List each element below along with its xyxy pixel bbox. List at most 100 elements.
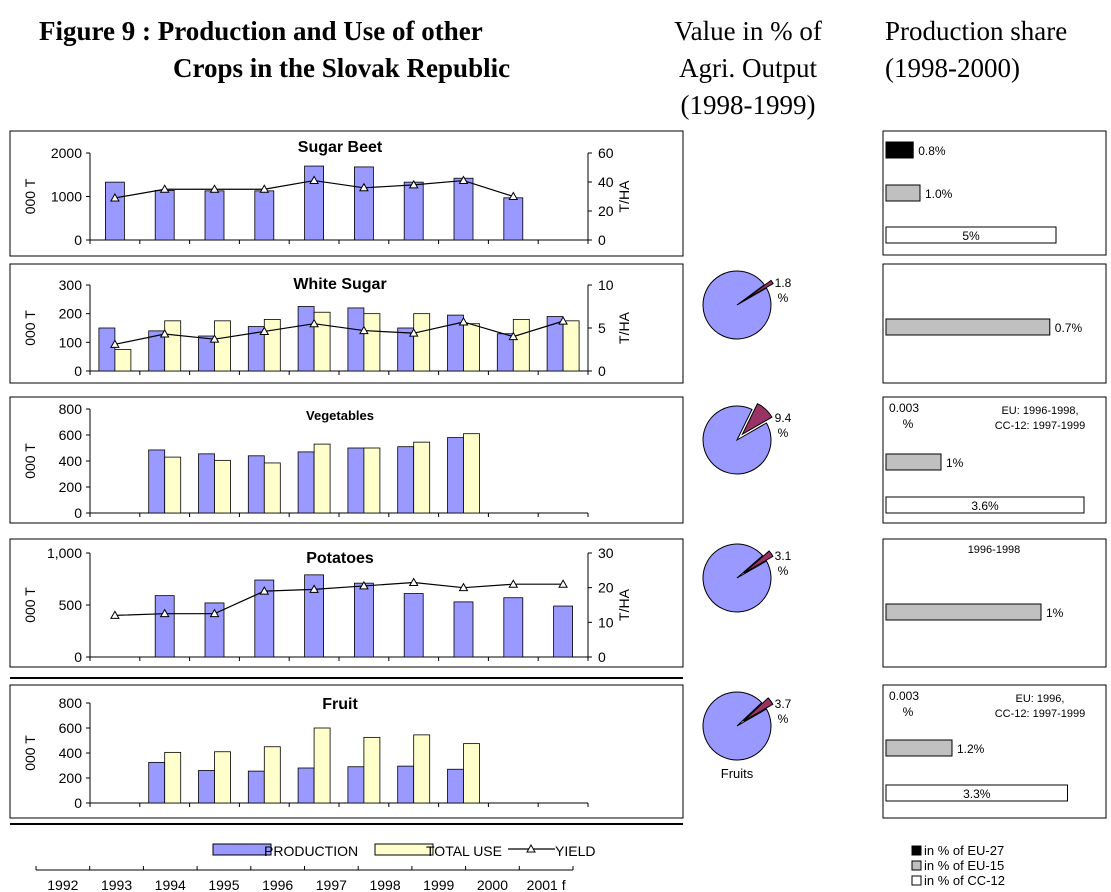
total-use-bar [263, 462, 281, 514]
share-small-unit: % [903, 705, 914, 719]
total-use-bar [463, 743, 480, 804]
production-bar [148, 449, 166, 514]
yield-marker [558, 579, 568, 588]
y-tick-label: 0 [74, 505, 82, 521]
y2-tick-label: 5 [598, 320, 606, 336]
production-bar [453, 601, 474, 658]
yield-marker [458, 582, 469, 592]
pie-highlight-slice [743, 697, 774, 722]
value-pie: 9.4% [702, 402, 792, 475]
share-bar-eu27 [885, 141, 914, 159]
value-header-line1: Value in % of [674, 16, 822, 46]
y-tick-label: 1,000 [47, 545, 82, 561]
total-use-bar [512, 318, 530, 372]
y-tick-label: 800 [59, 401, 83, 417]
production-bar [347, 766, 365, 804]
share-bar-label: 5% [962, 229, 980, 243]
production-bar [503, 597, 524, 658]
share-bar-eu15 [885, 603, 1042, 621]
y-tick-label: 0 [74, 232, 82, 248]
production-bar [105, 181, 125, 241]
production-bar [553, 605, 573, 658]
yield-marker [309, 584, 319, 593]
share-period-note: EU: 1996, [1016, 693, 1065, 705]
pie-percent-label: % [778, 426, 789, 440]
value-header-line3: (1998-1999) [681, 90, 816, 120]
yield-marker [259, 326, 270, 335]
production-bar [297, 451, 315, 514]
share-bar-label: 1.0% [925, 187, 953, 201]
production-bar [403, 181, 424, 241]
y-tick-label: 200 [59, 479, 83, 495]
production-bar [397, 765, 415, 804]
production-bar [98, 327, 116, 372]
total-use-bar [463, 323, 480, 372]
year-label: 1999 [423, 877, 454, 892]
chart-title: White Sugar [293, 276, 386, 293]
pie-highlight-slice [743, 550, 774, 574]
production-bar [453, 177, 474, 241]
share-legend-eu15-label: in % of EU-15 [924, 858, 1004, 873]
production-bar [503, 197, 524, 241]
share-bar-label: 1.2% [957, 742, 985, 756]
year-label: 1995 [208, 877, 239, 892]
year-label: 1994 [155, 877, 186, 892]
pie-value-label: 3.7 [775, 697, 792, 711]
share-bar-label: 1% [1046, 606, 1064, 620]
production-bar [204, 190, 225, 241]
y2-tick-label: 0 [598, 649, 606, 665]
share-header-line2: (1998-2000) [885, 53, 1020, 83]
pie-main-slice [702, 405, 772, 475]
y2-axis-label: T/HA [616, 588, 632, 621]
yield-marker [309, 175, 319, 185]
y-tick-label: 600 [59, 427, 83, 443]
yield-marker [259, 586, 270, 595]
chart-frame [9, 684, 684, 819]
pie-caption: Fruits [721, 766, 754, 781]
pie-main-slice [702, 691, 772, 761]
y2-tick-label: 40 [598, 174, 614, 190]
value-header-line2: Agri. Output [679, 53, 817, 83]
production-bar [198, 453, 215, 514]
share-period-note: CC-12: 1997-1999 [995, 420, 1086, 432]
y2-tick-label: 30 [598, 545, 614, 561]
y-axis-label: 000 T [22, 310, 38, 346]
production-bar [546, 316, 564, 372]
y-axis-label: 000 T [22, 178, 38, 214]
yield-marker [458, 175, 469, 185]
yield-marker [110, 339, 120, 348]
production-bar [247, 455, 265, 514]
share-small-value: 0.003 [889, 401, 919, 415]
y-tick-label: 1000 [51, 189, 82, 205]
value-pie: 3.1% [702, 543, 792, 613]
pie-percent-label: % [778, 712, 789, 726]
yield-marker [159, 184, 170, 193]
legend-total-use-swatch [374, 843, 434, 856]
yield-marker [408, 577, 419, 586]
chart-panel: Sugar Beet 0 1000 2000 000 T 0 20 40 60 T/HA [9, 130, 684, 257]
pies-layer: 1.8%9.4%3.1%3.7%Fruits [702, 270, 792, 781]
production-bar [353, 582, 374, 658]
y-tick-label: 500 [59, 597, 83, 613]
production-bar [403, 593, 424, 658]
total-use-bar [363, 736, 381, 804]
total-use-bar [413, 734, 431, 804]
total-use-bar [114, 349, 132, 372]
yield-marker [359, 580, 369, 590]
share-bar-eu15 [885, 184, 921, 202]
yield-marker [508, 579, 519, 588]
shared-year-axis: 1992 1993 1994 1995 1996 1997 1998 1999 2000 2001… [35, 866, 574, 892]
figure-title-line2: Crops in the Slovak Republic [173, 53, 510, 83]
y2-tick-label: 10 [598, 277, 614, 293]
production-bar [198, 770, 215, 804]
total-use-bar [313, 727, 331, 804]
share-header-line1: Production share [885, 16, 1067, 46]
share-panel: 0.8% 1.0% 5% [882, 130, 1107, 256]
legend-yield-marker [526, 843, 536, 853]
pie-highlight-slice [743, 279, 774, 302]
y-tick-label: 0 [74, 795, 82, 811]
legend-production-swatch [212, 843, 272, 856]
yield-marker [209, 608, 220, 618]
production-bar [447, 437, 464, 514]
